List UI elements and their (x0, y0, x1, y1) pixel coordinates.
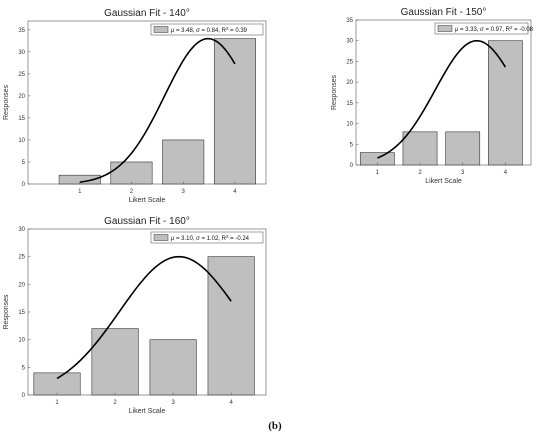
x-axis-label: Likert Scale (129, 408, 166, 415)
bar-1 (33, 372, 81, 396)
y-tick-label: 10 (346, 122, 353, 128)
x-axis-label: Likert Scale (425, 178, 462, 185)
bar-4 (213, 38, 256, 185)
legend-box (150, 23, 264, 36)
legend-swatch (437, 25, 453, 32)
y-tick-label: 5 (350, 142, 354, 148)
bar-4 (207, 256, 255, 396)
y-tick-label: 0 (350, 163, 354, 169)
x-axis-label: Likert Scale (129, 197, 166, 204)
legend-box (434, 22, 529, 35)
x-tick-label: 4 (229, 400, 233, 406)
chart-2: 0 5 10 15 20 25 30 35 1 2 3 4 Gaussian Fit - 150° Lik… (331, 7, 534, 185)
x-tick-label: 2 (418, 170, 422, 176)
gaussian-fit-line (377, 39, 507, 159)
y-tick-label: 10 (18, 138, 25, 144)
legend: μ = 3.10, σ = 1.02, R2 = -0.24 (150, 231, 264, 244)
x-tick-label: 3 (171, 400, 175, 406)
y-tick-label: 5 (22, 365, 26, 371)
chart-title: Gaussian Fit - 150° (401, 7, 487, 18)
legend-swatch (153, 234, 169, 241)
y-tick-label: 15 (18, 310, 25, 316)
y-tick-label: 15 (346, 101, 353, 107)
bar-4 (488, 40, 523, 166)
bar-3 (149, 339, 197, 396)
y-tick-label: 10 (18, 338, 25, 344)
chart-title: Gaussian Fit - 160° (104, 216, 190, 227)
gaussian-fit-line (79, 37, 236, 183)
chart-3: 0 5 10 15 20 25 30 1 2 3 4 Gaussian Fit - 160° Liker… (3, 216, 267, 415)
y-tick-label: 20 (346, 80, 353, 86)
bar-2 (110, 161, 153, 185)
y-axis-label: Responses (331, 74, 338, 110)
legend-entry: μ = 3.48, σ = 0.84, R2 = 0.39 (170, 25, 248, 34)
x-tick-label: 4 (233, 189, 237, 195)
x-tick-label: 3 (182, 189, 186, 195)
y-tick-label: 30 (18, 50, 25, 56)
legend-entry: μ = 3.33, σ = 0.97, R2 = -0.08 (454, 24, 534, 33)
legend-entry: μ = 3.10, σ = 1.02, R2 = -0.24 (170, 233, 250, 242)
y-tick-label: 20 (18, 94, 25, 100)
legend: μ = 3.48, σ = 0.84, R2 = 0.39 (150, 23, 264, 36)
y-tick-label: 30 (346, 39, 353, 45)
y-tick-label: 25 (18, 72, 25, 78)
y-tick-label: 5 (22, 160, 26, 166)
x-tick-label: 1 (55, 400, 59, 406)
bar-3 (445, 131, 481, 166)
x-tick-label: 1 (376, 170, 380, 176)
x-tick-label: 1 (78, 189, 82, 195)
figure-caption: (b) (268, 420, 282, 432)
y-tick-label: 25 (346, 59, 353, 65)
y-tick-label: 15 (18, 116, 25, 122)
bar-2 (402, 131, 438, 166)
y-tick-label: 30 (18, 227, 25, 233)
y-tick-label: 35 (346, 18, 353, 24)
chart-title: Gaussian Fit - 140° (104, 8, 190, 19)
legend-swatch (153, 26, 169, 33)
chart-1: 0 5 10 15 20 25 30 35 1 2 3 4 Gaussian Fit - 140° Lik… (3, 8, 267, 204)
y-tick-label: 25 (18, 255, 25, 261)
x-tick-label: 2 (113, 400, 117, 406)
y-tick-label: 35 (18, 28, 25, 34)
x-tick-label: 4 (504, 170, 508, 176)
y-tick-label: 0 (22, 182, 26, 188)
y-axis-label: Responses (3, 84, 10, 120)
y-tick-label: 20 (18, 282, 25, 288)
x-tick-label: 2 (130, 189, 134, 195)
bar-3 (162, 139, 205, 185)
gaussian-fit-line (56, 255, 232, 380)
y-tick-label: 0 (22, 393, 26, 399)
y-axis-label: Responses (3, 294, 10, 330)
x-tick-label: 3 (461, 170, 465, 176)
legend: μ = 3.33, σ = 0.97, R2 = -0.08 (434, 22, 534, 35)
legend-box (150, 231, 264, 244)
